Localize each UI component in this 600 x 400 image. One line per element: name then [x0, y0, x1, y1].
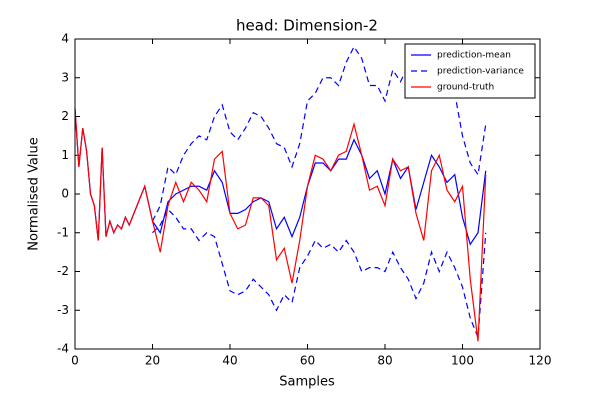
series-line [152, 208, 487, 338]
series-line [74, 108, 487, 342]
x-tick-label: 40 [222, 354, 237, 368]
y-tick-label: 4 [61, 32, 69, 46]
legend-label: prediction-mean [437, 51, 511, 61]
series-line [74, 108, 487, 246]
y-tick-label: -2 [57, 264, 69, 278]
legend-label: ground-truth [437, 83, 494, 93]
x-axis-label: Samples [279, 375, 335, 390]
x-tick-label: 120 [529, 354, 552, 368]
y-tick-label: -1 [57, 225, 69, 239]
y-tick-label: -4 [57, 342, 69, 356]
y-tick-label: -3 [57, 303, 69, 317]
plot-frame [74, 38, 541, 350]
legend-box [404, 43, 536, 99]
legend-label: prediction-variance [437, 67, 524, 77]
y-axis-label: Normalised Value [27, 137, 42, 251]
x-tick-label: 0 [71, 354, 79, 368]
y-tick-label: 1 [61, 148, 69, 162]
x-tick-label: 100 [451, 354, 474, 368]
x-tick-label: 20 [145, 354, 160, 368]
y-tick-label: 0 [61, 187, 69, 201]
y-tick-label: 2 [61, 109, 69, 123]
y-tick-label: 3 [61, 70, 69, 84]
x-tick-label: 80 [377, 354, 392, 368]
x-tick-label: 60 [300, 354, 315, 368]
chart-title: head: Dimension-2 [236, 17, 378, 35]
